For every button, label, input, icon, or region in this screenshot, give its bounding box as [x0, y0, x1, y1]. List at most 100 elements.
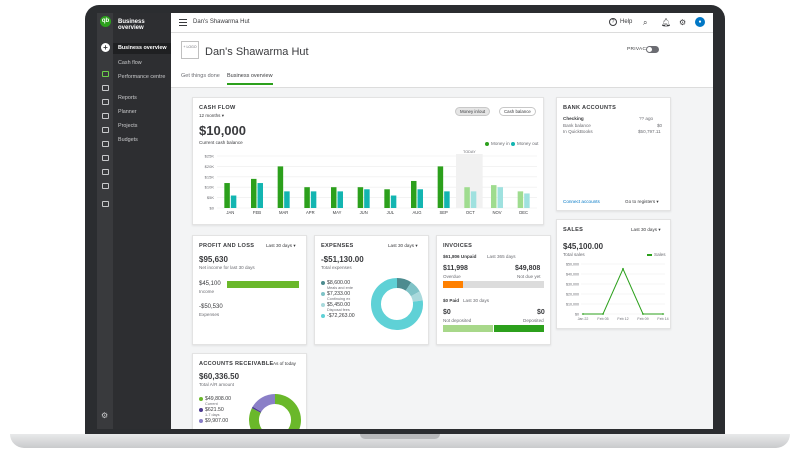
sidebar-item-business-overview[interactable]: Business overview: [113, 43, 171, 54]
bar-money-in: [437, 166, 444, 208]
invoices-deposited-bar[interactable]: [494, 325, 544, 332]
ar-item-label: Current: [205, 401, 218, 406]
invoices-paid-period: Last 30 days: [463, 298, 490, 303]
legend-money-out: Money out: [511, 141, 538, 146]
sales-x-tick-label: Jan 22: [578, 317, 589, 321]
pnl-income-bar[interactable]: [227, 281, 299, 288]
quickbooks-logo-icon[interactable]: qb: [100, 16, 111, 27]
x-tick-label: OCT: [466, 210, 475, 215]
bar-money-out: [364, 189, 370, 208]
pnl-period-dropdown[interactable]: Last 30 days ▾: [266, 243, 296, 248]
sidebar: Business overview Business overview Cash…: [113, 13, 171, 429]
connect-accounts-link[interactable]: Connect accounts: [563, 199, 600, 204]
expenses-period-dropdown[interactable]: Last 30 days ▾: [388, 243, 418, 248]
bank-accounts-card: BANK ACCOUNTS Checking ?? ago Bank balan…: [556, 97, 671, 211]
tab-business-overview[interactable]: Business overview: [227, 73, 273, 85]
privacy-toggle[interactable]: [646, 46, 659, 53]
expenses-item-amount: $5,450.00: [327, 302, 351, 308]
bookmarks-icon[interactable]: [102, 85, 109, 91]
sales-period: Last 30 days: [631, 227, 658, 232]
apps-icon[interactable]: [102, 183, 109, 189]
invoices-deposited-value: $0: [537, 309, 545, 316]
invoices-card: INVOICES $61,806 Unpaid Last 365 days $1…: [436, 235, 551, 345]
tab-get-things-done[interactable]: Get things done: [181, 73, 220, 79]
company-name: Dan's Shawarma Hut: [205, 46, 309, 58]
go-to-registers-link[interactable]: Go to registers ▾: [625, 199, 659, 204]
sidebar-item-budgets[interactable]: Budgets: [118, 137, 138, 143]
sales-icon[interactable]: [102, 99, 109, 105]
invoices-deposited-label: Deposited: [523, 318, 544, 323]
user-avatar[interactable]: ●: [695, 17, 705, 27]
reports-icon[interactable]: [102, 127, 109, 133]
x-tick-label: APR: [306, 210, 315, 215]
expenses-title: EXPENSES: [321, 243, 354, 249]
sales-legend-swatch: [647, 254, 652, 256]
new-plus-icon[interactable]: +: [101, 43, 110, 52]
add-logo-button[interactable]: + LOGO: [181, 41, 199, 59]
sales-x-tick-label: Feb 05: [597, 317, 608, 321]
invoices-title: INVOICES: [443, 243, 473, 249]
ar-item-swatch: [199, 418, 203, 423]
sidebar-item-performance-centre[interactable]: Performance centre: [118, 74, 166, 80]
cash-flow-period: 12 months: [199, 113, 221, 118]
bar-money-in: [224, 183, 230, 208]
money-in-out-toggle[interactable]: Money in/out: [455, 107, 491, 116]
ar-donut-chart[interactable]: [245, 390, 305, 429]
ar-item-swatch: [199, 407, 203, 412]
expenses-item-value[interactable]: -$72,263.00: [321, 313, 355, 319]
settings-gear-icon[interactable]: ⚙: [101, 411, 109, 420]
pnl-income-value: $45,100: [199, 281, 221, 287]
bank-accounts-title: BANK ACCOUNTS: [563, 105, 617, 111]
x-tick-label: MAY: [333, 210, 342, 215]
pnl-net-value: $95,630: [199, 255, 228, 264]
expenses-item-swatch: [321, 280, 325, 285]
sales-x-tick-label: Feb 12: [617, 317, 628, 321]
cash-balance-label: Current cash balance: [199, 140, 243, 145]
sidebar-item-planner[interactable]: Planner: [118, 109, 137, 115]
sales-legend-label: Sales: [654, 252, 666, 257]
bank-account-name[interactable]: Checking: [563, 116, 584, 121]
menu-hamburger-icon[interactable]: [179, 19, 187, 26]
sidebar-item-projects[interactable]: Projects: [118, 123, 138, 129]
accounting-icon[interactable]: [102, 169, 109, 175]
sales-y-tick-label: $20,000: [566, 292, 579, 296]
invoices-unpaid-bar[interactable]: [443, 281, 544, 288]
sales-line: [583, 267, 663, 315]
sidebar-item-cash-flow[interactable]: Cash flow: [118, 60, 142, 66]
ar-item-value[interactable]: $9,907.00: [199, 418, 228, 424]
invoices-not-deposited-bar[interactable]: [443, 325, 493, 332]
bank-updated: ?? ago: [639, 116, 654, 121]
expenses-item-amount: $7,233.00: [327, 291, 351, 297]
bank-balance-value: $0: [657, 123, 663, 128]
dashboard-icon[interactable]: [102, 71, 109, 77]
bar-money-out: [497, 187, 503, 208]
search-icon[interactable]: ⌕: [643, 18, 648, 27]
expenses-donut-chart[interactable]: [367, 274, 427, 334]
ar-item-value[interactable]: $49,808.00: [199, 396, 231, 402]
bar-money-out: [524, 193, 530, 208]
x-tick-label: AUG: [412, 210, 421, 215]
sidebar-item-reports[interactable]: Reports: [118, 95, 137, 101]
invoices-overdue-label: Overdue: [443, 274, 461, 279]
ar-item-value[interactable]: $621.50: [199, 407, 224, 413]
cash-balance-toggle[interactable]: Cash balance: [499, 107, 536, 116]
pnl-expenses-value: -$50,530: [199, 304, 223, 310]
topbar-company-name: Dan's Shawarma Hut: [193, 19, 250, 25]
ar-item-label: 1-7 days: [205, 412, 220, 417]
sales-y-tick-label: $0: [575, 312, 579, 316]
settings-gear-icon[interactable]: ⚙: [679, 18, 687, 27]
sales-point: [582, 313, 584, 315]
help-button[interactable]: ? Help: [609, 18, 632, 26]
notifications-bell-icon[interactable]: 🔔︎: [661, 18, 672, 27]
payroll-icon[interactable]: [102, 141, 109, 147]
invoices-overdue-fill[interactable]: [443, 281, 463, 288]
expenses-item-value[interactable]: $8,600.00: [321, 280, 350, 286]
mobile-icon[interactable]: [102, 201, 109, 207]
cash-flow-period-dropdown[interactable]: 12 months ▾: [199, 113, 225, 118]
sales-title: SALES: [563, 227, 584, 233]
expenses-item-value[interactable]: $5,450.00: [321, 302, 350, 308]
sales-period-dropdown[interactable]: Last 30 days ▾: [631, 227, 661, 232]
expenses-item-value[interactable]: $7,233.00: [321, 291, 350, 297]
taxes-icon[interactable]: [102, 155, 109, 161]
expenses-icon[interactable]: [102, 113, 109, 119]
